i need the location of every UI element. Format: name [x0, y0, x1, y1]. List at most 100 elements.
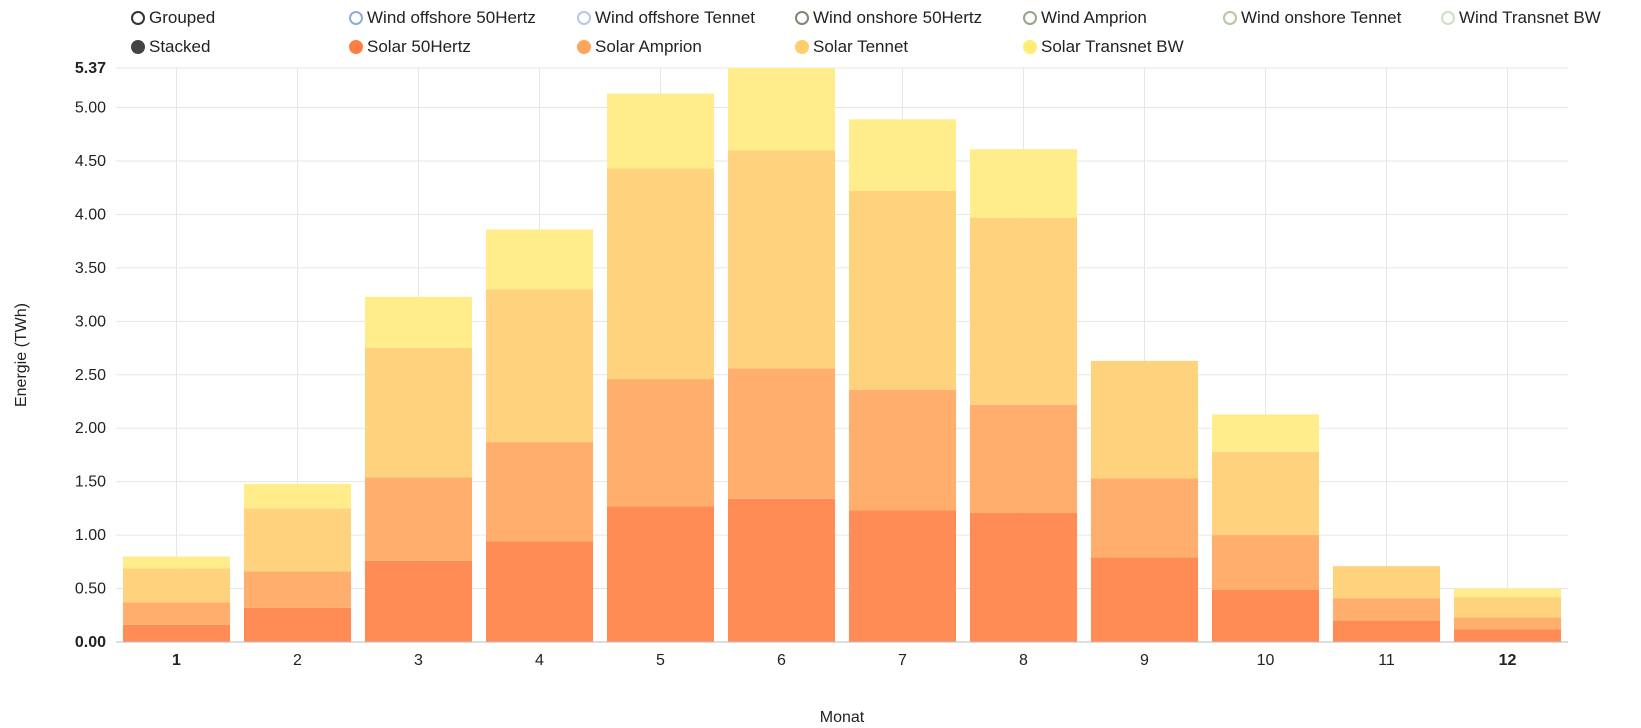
bar-segment[interactable] [122, 556, 231, 569]
bar-segment[interactable] [1090, 360, 1199, 479]
legend-item-solar-amprion[interactable]: Solar Amprion [577, 37, 702, 57]
bar-segment[interactable] [727, 68, 836, 151]
bar-segment[interactable] [243, 508, 352, 572]
bar-segment[interactable] [1211, 451, 1320, 536]
x-tick-label: 8 [1019, 652, 1028, 669]
bar-segment[interactable] [848, 190, 957, 390]
bar-segment[interactable] [606, 506, 715, 642]
y-axis-ticks: 0.00 0.50 1.00 1.50 2.00 2.50 3.00 3.50 4.00 4.50… [75, 60, 106, 651]
x-tick-label: 12 [1499, 652, 1517, 669]
bar-segment[interactable] [606, 168, 715, 380]
legend-item-wind-amprion[interactable]: Wind Amprion [1023, 8, 1147, 28]
bar-segment[interactable] [1332, 598, 1441, 621]
bar-segment[interactable] [969, 149, 1078, 218]
grouped-radio-icon [131, 11, 145, 25]
bar-segment[interactable] [727, 150, 836, 369]
legend-item-wind-onshore-50hertz[interactable]: Wind onshore 50Hertz [795, 8, 982, 28]
y-tick-label: 3.00 [75, 313, 106, 330]
bar-segment[interactable] [969, 512, 1078, 642]
bar-segment[interactable] [606, 379, 715, 507]
legend-label: Wind offshore 50Hertz [367, 8, 536, 27]
bar-segment[interactable] [243, 571, 352, 608]
y-tick-label: 4.50 [75, 153, 106, 170]
y-tick-label: 2.50 [75, 367, 106, 384]
bar-segment[interactable] [848, 389, 957, 511]
series-marker-icon [1023, 11, 1037, 25]
bar-segment[interactable] [1453, 629, 1562, 642]
bar-segment[interactable] [969, 404, 1078, 513]
series-marker-icon [795, 40, 809, 54]
x-tick-label: 5 [656, 652, 665, 669]
bar-segment[interactable] [485, 442, 594, 542]
bar-segment[interactable] [1453, 597, 1562, 618]
series-marker-icon [1223, 11, 1237, 25]
legend-item-wind-transnet-bw[interactable]: Wind Transnet BW [1441, 8, 1601, 28]
y-tick-label: 2.00 [75, 420, 106, 437]
x-axis-ticks: 1 2 3 4 5 6 7 8 9 10 11 12 [172, 652, 1516, 669]
bar-segment[interactable] [364, 560, 473, 642]
legend-label: Grouped [149, 8, 216, 27]
bar-segment[interactable] [1453, 588, 1562, 598]
bars [122, 68, 1562, 642]
y-tick-label: 1.50 [75, 474, 106, 491]
legend-item-wind-offshore-tennet[interactable]: Wind offshore Tennet [577, 8, 755, 28]
legend-label: Solar Amprion [595, 37, 702, 56]
y-tick-label: 3.50 [75, 260, 106, 277]
bar-segment[interactable] [1090, 557, 1199, 642]
legend-item-stacked[interactable]: Stacked [131, 37, 210, 57]
bar-segment[interactable] [364, 296, 473, 349]
y-tick-label: 1.00 [75, 527, 106, 544]
bar-segment[interactable] [485, 229, 594, 290]
bar-segment[interactable] [1453, 617, 1562, 630]
legend-item-solar-tennet[interactable]: Solar Tennet [795, 37, 908, 57]
legend-item-wind-offshore-50hertz[interactable]: Wind offshore 50Hertz [349, 8, 536, 28]
bar-segment[interactable] [485, 541, 594, 642]
bar-segment[interactable] [122, 624, 231, 642]
series-marker-icon [1023, 40, 1037, 54]
x-tick-label: 3 [414, 652, 423, 669]
legend-item-solar-transnet-bw[interactable]: Solar Transnet BW [1023, 37, 1184, 57]
legend-label: Wind Transnet BW [1459, 8, 1601, 27]
x-tick-label: 1 [172, 652, 181, 669]
legend-item-solar-50hertz[interactable]: Solar 50Hertz [349, 37, 471, 57]
bar-segment[interactable] [1332, 566, 1441, 599]
bar-segment[interactable] [727, 498, 836, 642]
legend-label: Stacked [149, 37, 211, 56]
bar-segment[interactable] [848, 119, 957, 191]
bar-segment[interactable] [1090, 478, 1199, 558]
legend-label: Wind offshore Tennet [595, 8, 756, 27]
bar-segment[interactable] [243, 483, 352, 509]
bar-segment[interactable] [606, 93, 715, 169]
legend-item-grouped[interactable]: Grouped [131, 8, 215, 28]
bar-segment[interactable] [122, 568, 231, 603]
bar-segment[interactable] [485, 289, 594, 443]
legend-label: Wind onshore Tennet [1241, 8, 1402, 27]
series-marker-icon [1441, 11, 1455, 25]
bar-segment[interactable] [364, 348, 473, 478]
stacked-radio-icon [131, 40, 145, 54]
bar-segment[interactable] [1211, 414, 1320, 452]
y-tick-label: 0.50 [75, 581, 106, 598]
x-tick-label: 4 [535, 652, 544, 669]
legend-label: Wind Amprion [1041, 8, 1147, 27]
legend-label: Solar Tennet [813, 37, 909, 56]
bar-segment[interactable] [969, 217, 1078, 405]
bar-segment[interactable] [243, 607, 352, 642]
x-axis-title: Monat [820, 709, 865, 726]
bar-segment[interactable] [848, 510, 957, 642]
legend-item-wind-onshore-tennet[interactable]: Wind onshore Tennet [1223, 8, 1401, 28]
y-tick-label: 5.00 [75, 100, 106, 117]
x-tick-label: 7 [898, 652, 907, 669]
legend-label: Wind onshore 50Hertz [813, 8, 983, 27]
y-axis-title: Energie (TWh) [13, 303, 30, 407]
legend-label: Solar Transnet BW [1041, 37, 1184, 56]
bar-segment[interactable] [1211, 589, 1320, 642]
bar-segment[interactable] [727, 368, 836, 499]
bar-segment[interactable] [122, 602, 231, 625]
bar-segment[interactable] [364, 477, 473, 561]
bar-segment[interactable] [1211, 535, 1320, 590]
bar-segment[interactable] [1332, 620, 1441, 642]
x-tick-label: 9 [1140, 652, 1149, 669]
x-tick-label: 2 [293, 652, 302, 669]
